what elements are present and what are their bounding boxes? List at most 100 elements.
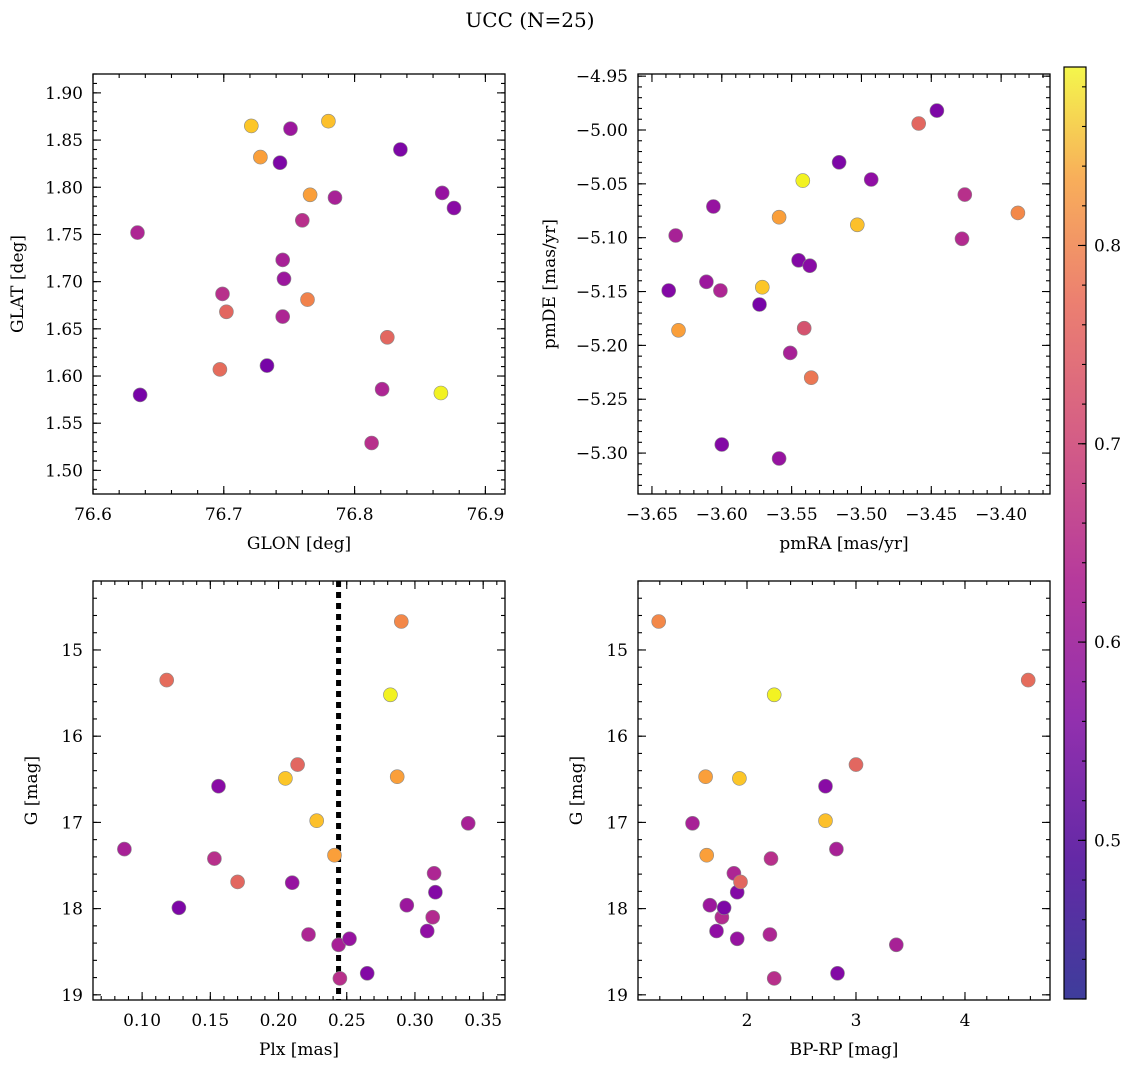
panels: 76.6 76.7 76.8 76.9 1.50 1.55 1.60 1.65 1.70 1.75… (8, 67, 1051, 1060)
scatter-point (849, 217, 865, 233)
scatter-point (321, 113, 336, 129)
scatter-point (332, 971, 348, 986)
axes-frame (92, 580, 506, 1001)
y-tick-label: 1.85 (45, 131, 83, 151)
x-tick-label: −3.65 (626, 505, 678, 525)
scatter-point (929, 103, 945, 118)
y-tick-label: 1.65 (45, 320, 83, 340)
scatter-point (301, 927, 316, 942)
scatter-point (171, 900, 187, 916)
minor-ticks (93, 580, 505, 1000)
scatter-point (709, 923, 724, 939)
axes-frame (637, 580, 1051, 1001)
y-tick-label: −5.10 (576, 229, 628, 249)
scatter-point (796, 320, 812, 336)
scatter-point (716, 900, 732, 916)
scatter-point (911, 116, 927, 131)
scatter-point (359, 965, 375, 981)
scatter-point (283, 121, 298, 136)
scatter-point (818, 813, 833, 829)
scatter-point (309, 813, 325, 829)
y-tick-label: 1.80 (45, 178, 83, 198)
x-tick-label: 4 (960, 1011, 971, 1031)
scatter-point (207, 851, 222, 866)
x-tick-label: 0.30 (396, 1011, 434, 1031)
y-axis-label: GLAT [deg] (8, 235, 28, 333)
scatter-point (795, 173, 811, 188)
scatter-point (668, 228, 684, 243)
scatter-point (433, 385, 449, 401)
x-tick-label: 0.20 (260, 1011, 298, 1031)
scatter-point (425, 909, 441, 925)
scatter-point (671, 322, 686, 338)
y-tick-label: −5.05 (576, 175, 628, 195)
y-tick-label: −5.30 (576, 444, 628, 464)
scatter-point (419, 923, 435, 939)
y-tick-label: 15 (606, 641, 628, 661)
x-tick-label: 76.8 (336, 505, 374, 525)
x-tick-label: −3.40 (975, 505, 1027, 525)
scatter-point (294, 213, 310, 228)
scatter-point (159, 672, 174, 688)
scatter-point (393, 142, 408, 157)
scatter-point (389, 769, 405, 785)
scatter-point (259, 358, 275, 373)
scatter-point (219, 304, 234, 320)
scatter-point (383, 687, 398, 703)
scatter-point (702, 897, 718, 913)
scatter-point (830, 965, 845, 981)
x-tick-label: 0.35 (464, 1011, 502, 1031)
scatter-point (754, 279, 770, 295)
scatter-point (272, 155, 288, 170)
scatter-point (954, 231, 970, 247)
scatter-point (829, 841, 844, 857)
scatter-point (284, 875, 300, 891)
x-tick-label: 76.9 (466, 505, 504, 525)
scatter-point (302, 187, 318, 203)
scatter-point (399, 897, 415, 913)
scatter-point (698, 769, 713, 785)
scatter-point (212, 362, 228, 377)
y-tick-label: 19 (61, 986, 83, 1006)
y-axis-label: G [mag] (567, 756, 587, 825)
scatter-point (732, 771, 747, 786)
scatter-point (831, 155, 847, 170)
y-tick-label: 1.50 (45, 461, 83, 481)
panel-3: 0.10 0.15 0.20 0.25 0.30 0.35 15 16 17 18 19 Plx [m… (22, 580, 506, 1060)
scatter-point (132, 387, 148, 403)
scatter-point (130, 225, 145, 240)
scatter-point (1020, 672, 1036, 688)
x-axis-label: pmRA [mas/yr] (779, 534, 908, 554)
x-tick-label: 3 (851, 1011, 862, 1031)
colorbar-tick-label: 0.7 (1094, 435, 1121, 455)
scatter-point (771, 451, 787, 466)
y-tick-label: 15 (61, 641, 83, 661)
x-tick-label: −3.50 (835, 505, 887, 525)
scatter-point (276, 271, 292, 287)
scatter-point (244, 118, 259, 134)
scatter-point (706, 199, 721, 214)
scatter-point (446, 200, 462, 216)
scatter-point (342, 931, 357, 947)
scatter-point (763, 851, 779, 866)
scatter-point (300, 292, 315, 307)
x-axis-label: BP-RP [mag] (790, 1040, 899, 1060)
panel-4: 2 3 4 15 16 17 18 19 BP-RP [mag] G [mag] (567, 580, 1051, 1060)
x-tick-label: 76.6 (74, 505, 112, 525)
y-axis-label: pmDE [mas/yr] (540, 219, 560, 349)
scatter-point (766, 687, 782, 703)
scatter-point (762, 927, 778, 942)
y-tick-label: 17 (61, 813, 83, 833)
scatter-point (460, 815, 476, 831)
scatter-point (211, 778, 226, 794)
y-tick-label: 18 (606, 900, 628, 920)
scatter-point (818, 778, 833, 794)
colorbar-gradient (1063, 66, 1087, 1000)
x-tick-label: −3.55 (766, 505, 818, 525)
scatter-point (379, 329, 395, 345)
x-tick-label: 76.7 (205, 505, 243, 525)
scatter-point (374, 381, 390, 397)
minor-ticks (92, 73, 505, 494)
scatter-point (661, 283, 677, 298)
